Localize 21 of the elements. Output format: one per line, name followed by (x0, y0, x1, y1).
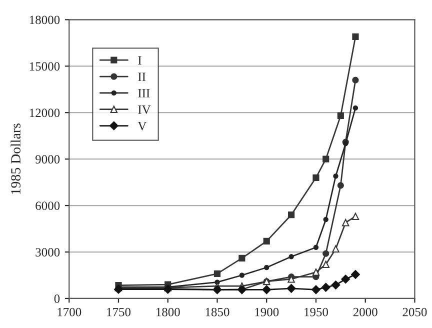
legend-label: I (138, 56, 142, 64)
y-tick-label: 3000 (36, 248, 60, 256)
y-tick-label: 9000 (35, 155, 60, 164)
x-tick-label: 1800 (156, 308, 180, 316)
x-tick-label: 1900 (255, 308, 279, 316)
y-tick-label: 12000 (30, 108, 60, 118)
x-tick-label: 1700 (58, 308, 82, 316)
y-axis-title: 1985 Dollars (10, 124, 20, 194)
x-tick-label: 1950 (304, 308, 328, 316)
legend-label: IV (138, 106, 151, 114)
y-tick-label: 6000 (36, 202, 60, 210)
y-tick-label: 15000 (30, 62, 60, 71)
y-tick-label: 18000 (30, 16, 60, 24)
x-tick-label: 1750 (107, 308, 131, 316)
x-tick-label: 1850 (206, 308, 230, 316)
legend-label: II (138, 72, 146, 81)
x-tick-label: 2050 (402, 308, 427, 316)
legend-label: V (138, 122, 147, 130)
x-tick-label: 2000 (353, 308, 378, 316)
legend-label: III (138, 89, 150, 98)
y-tick-label: 0 (54, 294, 60, 303)
